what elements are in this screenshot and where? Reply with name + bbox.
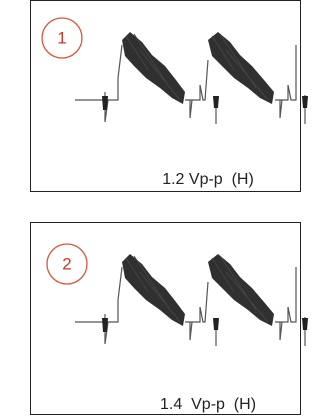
waveform [75,254,308,346]
panel: 1 1.2 Vp-p (H) [31,1,309,192]
panel-number: 2 [62,254,71,273]
panel-number: 1 [57,28,66,47]
caption: 1.4 Vp-p (H) [160,396,256,413]
page: 1 1.2 Vp-p (H) 2 1.4 Vp-p (H) [0,0,316,416]
waveform [75,32,308,124]
caption: 1.2 Vp-p (H) [162,171,254,188]
panel: 2 1.4 Vp-p (H) [31,223,309,415]
